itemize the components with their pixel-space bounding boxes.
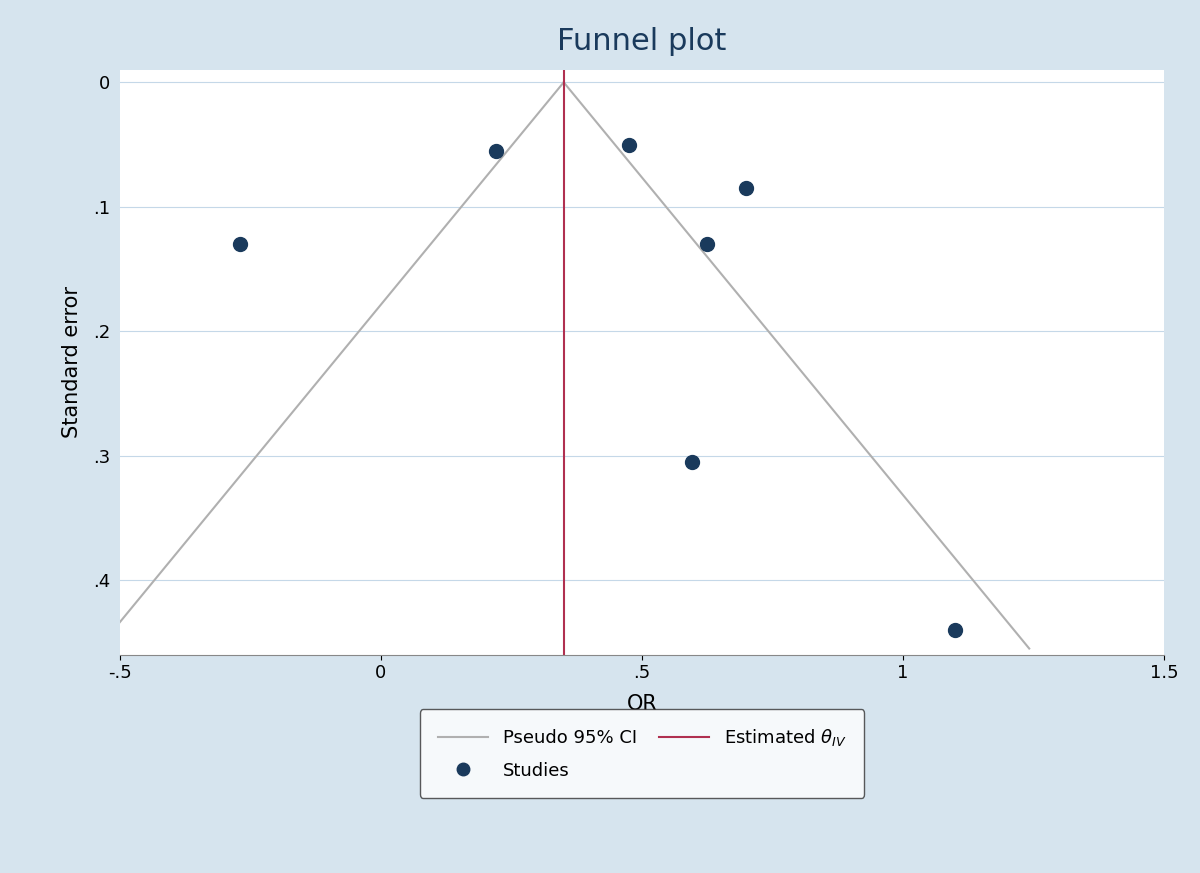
Point xyxy=(697,237,716,251)
X-axis label: OR: OR xyxy=(626,693,658,713)
Point xyxy=(737,181,756,195)
Title: Funnel plot: Funnel plot xyxy=(557,27,727,57)
Legend: Pseudo 95% CI, Studies, Estimated $\theta_{IV}$: Pseudo 95% CI, Studies, Estimated $\thet… xyxy=(420,709,864,798)
Y-axis label: Standard error: Standard error xyxy=(62,286,82,438)
Point xyxy=(682,455,701,469)
Point xyxy=(230,237,250,251)
Point xyxy=(946,622,965,636)
Point xyxy=(486,144,505,158)
Point xyxy=(619,138,638,152)
